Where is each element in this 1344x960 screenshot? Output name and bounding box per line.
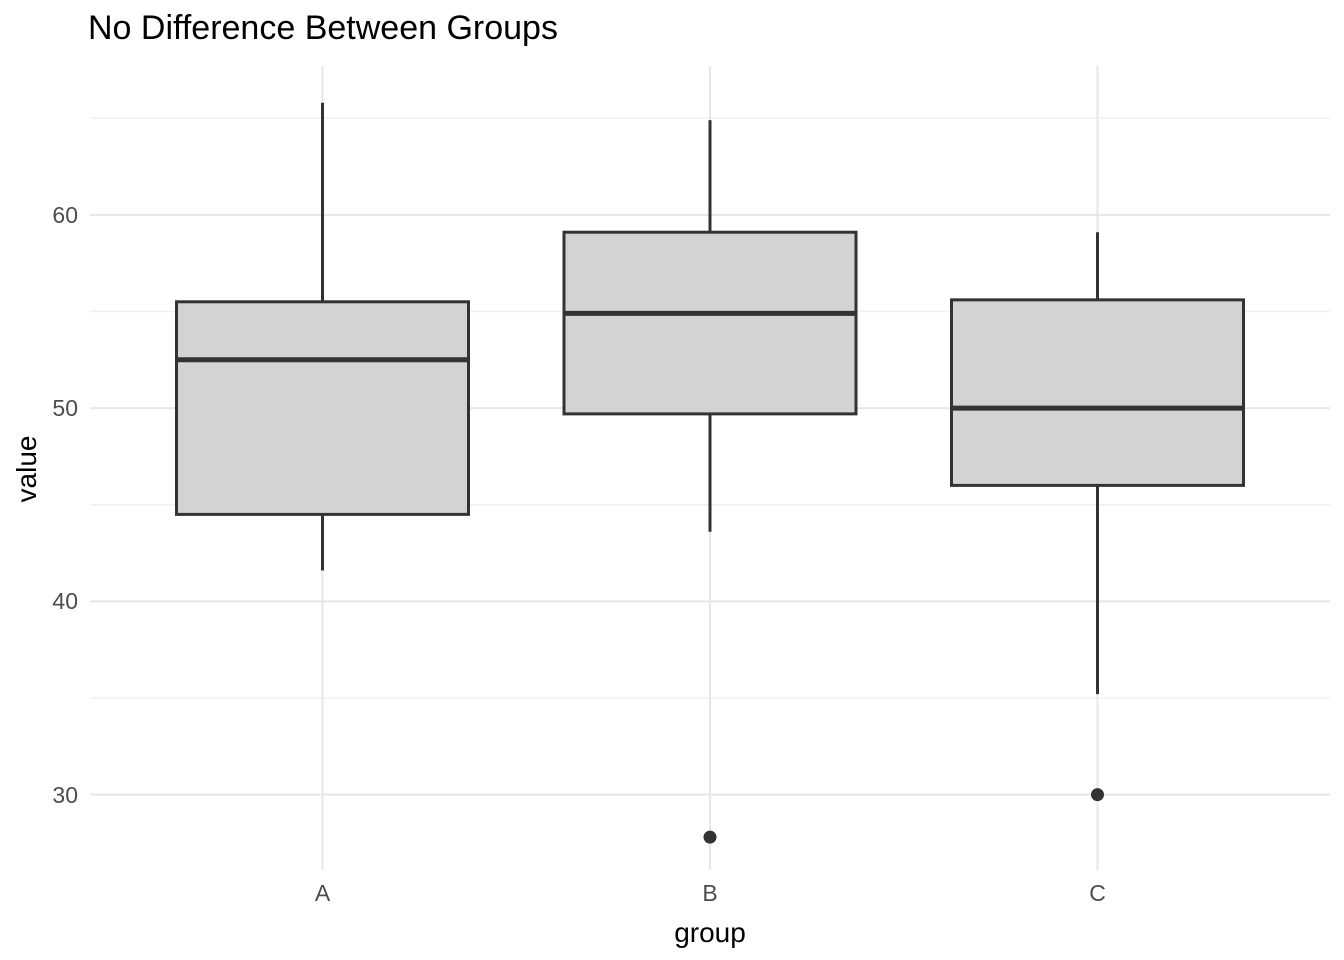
x-tick-label: C [1089, 880, 1106, 906]
x-tick-label: B [702, 880, 718, 906]
y-tick-label: 60 [52, 201, 78, 228]
y-tick-label: 50 [52, 395, 78, 422]
box-B [562, 230, 858, 416]
chart-title: No Difference Between Groups [88, 9, 558, 47]
box-A [175, 300, 470, 516]
outlier-C [1091, 788, 1104, 802]
x-axis-title: group [674, 917, 746, 948]
y-tick-label: 40 [52, 588, 78, 615]
y-axis-title: value [11, 435, 42, 503]
box-C [950, 298, 1245, 487]
outlier-B [703, 830, 717, 844]
x-tick-label: A [314, 880, 331, 906]
y-tick-label: 30 [52, 781, 78, 808]
